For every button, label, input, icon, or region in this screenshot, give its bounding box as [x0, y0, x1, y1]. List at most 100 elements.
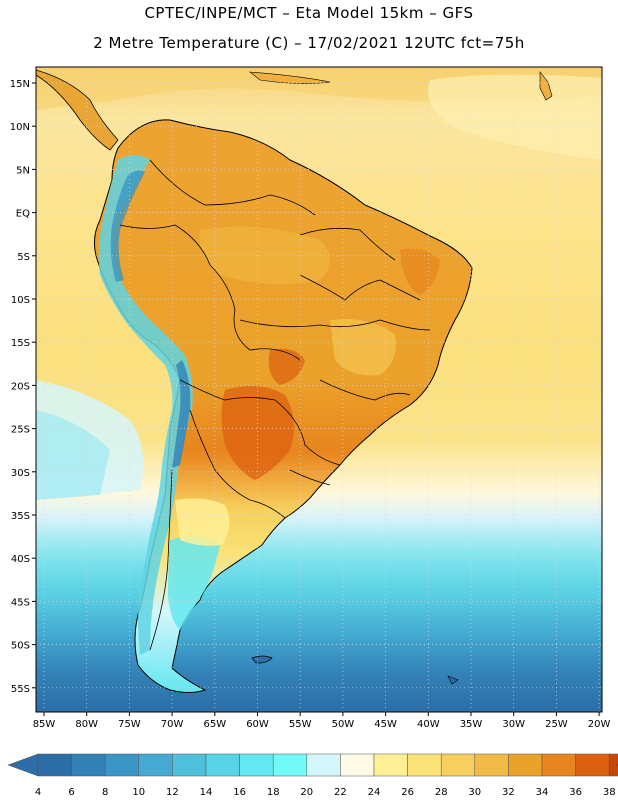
latitude-label: EQ [16, 209, 30, 220]
colorbar-swatch [440, 753, 476, 777]
map-subtitle: 2 Metre Temperature (C) – 17/02/2021 12U… [93, 34, 525, 52]
colorbar-tick-label: 24 [368, 787, 381, 798]
colorbar-arrow-low [7, 753, 39, 777]
andes-cold-core-north [110, 170, 145, 282]
colorbar-tick-label: 10 [132, 787, 145, 798]
colorbar-swatch [37, 753, 72, 777]
falkland-islands [251, 655, 273, 664]
pacific-cyan-patch [36, 410, 110, 500]
map-frame [35, 66, 603, 713]
latitude-label: 15N [10, 79, 30, 90]
border-ecuador-peru [119, 224, 211, 266]
colorbar-swatch [306, 753, 341, 777]
colorbar-tick-label: 20 [300, 787, 313, 798]
colorbar-swatch [71, 753, 106, 777]
border-peru-brazil [209, 264, 301, 361]
latitude-label: 55S [11, 684, 30, 695]
colorbar-swatch [474, 753, 509, 777]
paraguay-hot-spot [221, 386, 294, 480]
northeast-brazil-hot-spot [400, 248, 440, 295]
colorbar-swatch [239, 753, 274, 777]
latitude-label: 50S [11, 641, 30, 652]
colorbar-tick-label: 22 [334, 787, 347, 798]
longitude-label: 70W [161, 719, 184, 730]
andes-cool-band [98, 155, 193, 655]
south-georgia-island [447, 675, 459, 685]
central-brazil-mild-area [330, 319, 396, 376]
longitude-label: 20W [588, 719, 611, 730]
longitude-axis: 85W 80W 75W 70W 65W 60W 55W 50W 45W 40W 35W 30W 25W 2… [33, 712, 611, 730]
latitude-label: 10N [10, 122, 30, 133]
border-bolivia-south [179, 379, 276, 401]
border-uruguay [289, 469, 331, 486]
latitude-label: 15S [11, 338, 30, 349]
latitude-label: 10S [11, 295, 30, 306]
colorbar-tick-label: 12 [166, 787, 179, 798]
patagonia-cool-area [168, 536, 220, 630]
colorbar-swatch [575, 753, 610, 777]
latitude-label: 30S [11, 468, 30, 479]
longitude-label: 85W [33, 719, 56, 730]
map-title: CPTEC/INPE/MCT – Eta Model 15km – GFS [144, 4, 474, 22]
colorbar: 4 6 8 10 12 14 16 18 20 22 24 26 28 30 32 34 36 38 [7, 753, 618, 798]
border-argentina-north [189, 409, 286, 519]
colorbar-swatch [340, 753, 375, 777]
longitude-label: 35W [460, 719, 483, 730]
latitude-label: 20S [11, 381, 30, 392]
colorbar-tick-label: 6 [68, 787, 74, 798]
longitude-label: 75W [118, 719, 141, 730]
border-brazil-states-3 [319, 379, 411, 401]
colorbar-tick-label: 16 [233, 787, 246, 798]
colorbar-tick-label: 38 [603, 787, 616, 798]
longitude-label: 45W [374, 719, 397, 730]
border-colombia-venezuela [149, 159, 316, 216]
latitude-label: 40S [11, 554, 30, 565]
andes-cold-core-south [172, 360, 191, 468]
border-brazil-states-2 [299, 274, 421, 301]
longitude-label: 30W [502, 719, 525, 730]
colorbar-swatch [272, 753, 308, 777]
colorbar-tick-label: 32 [502, 787, 515, 798]
colorbar-swatch [508, 753, 543, 777]
longitude-label: 50W [332, 719, 355, 730]
latitude-axis: 15N 10N 5N EQ 5S 10S 15S 20S 25S 30S 35S 40S 45S 50S 5… [10, 79, 36, 695]
lesser-antilles [539, 71, 553, 101]
colorbar-tick-label: 34 [536, 787, 549, 798]
colorbar-tick-label: 4 [35, 787, 41, 798]
colorbar-swatch [541, 753, 576, 777]
colorbar-swatch [407, 753, 442, 777]
border-paraguay-brazil [274, 399, 341, 466]
longitude-label: 25W [545, 719, 568, 730]
mato-grosso-hot-spot [268, 348, 305, 385]
colorbar-tick-label: 26 [401, 787, 414, 798]
colorbar-tick-label: 14 [200, 787, 213, 798]
border-chile-argentina [149, 469, 173, 651]
colorbar-tick-label: 36 [569, 787, 582, 798]
latitude-label: 45S [11, 597, 30, 608]
colorbar-tick-label: 30 [468, 787, 481, 798]
country-borders [119, 159, 431, 651]
colorbar-swatch [373, 753, 408, 777]
pampas-mild-area [175, 498, 230, 546]
latitude-label: 5S [17, 252, 30, 263]
colorbar-swatch [608, 753, 618, 777]
amazon-mild-belt [199, 226, 330, 284]
longitude-label: 55W [289, 719, 312, 730]
border-guianas [299, 227, 396, 261]
colorbar-swatch [205, 753, 240, 777]
longitude-label: 65W [203, 719, 226, 730]
latitude-label: 25S [11, 425, 30, 436]
longitude-label: 40W [417, 719, 440, 730]
border-brazil-states-1 [239, 319, 431, 331]
latitude-label: 35S [11, 511, 30, 522]
colorbar-tick-label: 8 [102, 787, 108, 798]
colorbar-tick-label: 18 [267, 787, 280, 798]
caribbean-island [249, 71, 331, 84]
colorbar-swatch [172, 753, 207, 777]
latitude-label: 5N [16, 165, 30, 176]
north-atlantic-pale-patch [428, 74, 602, 160]
central-america [36, 69, 119, 151]
longitude-label: 60W [246, 719, 269, 730]
longitude-label: 80W [75, 719, 98, 730]
